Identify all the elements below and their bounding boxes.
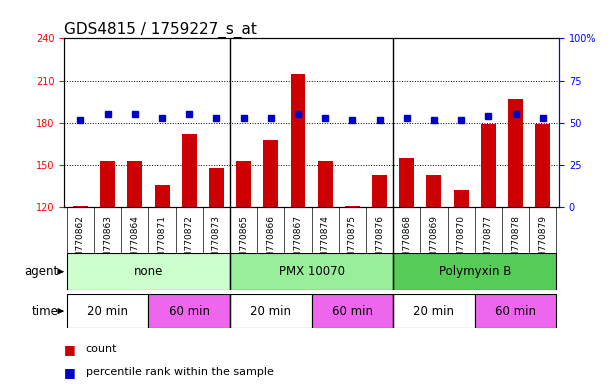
Bar	[318, 161, 332, 376]
Bar	[481, 124, 496, 376]
Bar	[291, 74, 306, 376]
Bar	[73, 206, 88, 376]
Text: 20 min: 20 min	[414, 305, 455, 318]
Text: ■: ■	[64, 366, 76, 379]
Bar	[508, 99, 523, 376]
Bar	[454, 190, 469, 376]
Text: percentile rank within the sample: percentile rank within the sample	[86, 367, 273, 377]
Bar	[148, 294, 230, 328]
Text: 60 min: 60 min	[169, 305, 210, 318]
Text: Polymyxin B: Polymyxin B	[439, 265, 511, 278]
Text: 20 min: 20 min	[87, 305, 128, 318]
Text: none: none	[134, 265, 163, 278]
Text: agent: agent	[24, 265, 58, 278]
Text: PMX 10070: PMX 10070	[279, 265, 345, 278]
Text: count: count	[86, 344, 117, 354]
Bar	[230, 294, 312, 328]
Bar	[535, 124, 551, 376]
Bar	[236, 161, 251, 376]
Bar	[127, 161, 142, 376]
Text: 60 min: 60 min	[495, 305, 536, 318]
Text: 60 min: 60 min	[332, 305, 373, 318]
Bar	[400, 158, 414, 376]
Bar	[312, 294, 393, 328]
Bar	[345, 206, 360, 376]
Bar	[100, 161, 115, 376]
Bar	[426, 175, 442, 376]
Text: time: time	[31, 305, 58, 318]
Bar	[393, 253, 557, 290]
Bar	[263, 140, 278, 376]
Text: 20 min: 20 min	[251, 305, 291, 318]
Bar	[230, 253, 393, 290]
Bar	[67, 253, 230, 290]
Bar	[372, 175, 387, 376]
Text: GDS4815 / 1759227_s_at: GDS4815 / 1759227_s_at	[64, 22, 257, 38]
Text: ■: ■	[64, 343, 76, 356]
Bar	[475, 294, 557, 328]
Bar	[67, 294, 148, 328]
Bar	[155, 185, 169, 376]
Bar	[209, 168, 224, 376]
Bar	[181, 134, 197, 376]
Bar	[393, 294, 475, 328]
